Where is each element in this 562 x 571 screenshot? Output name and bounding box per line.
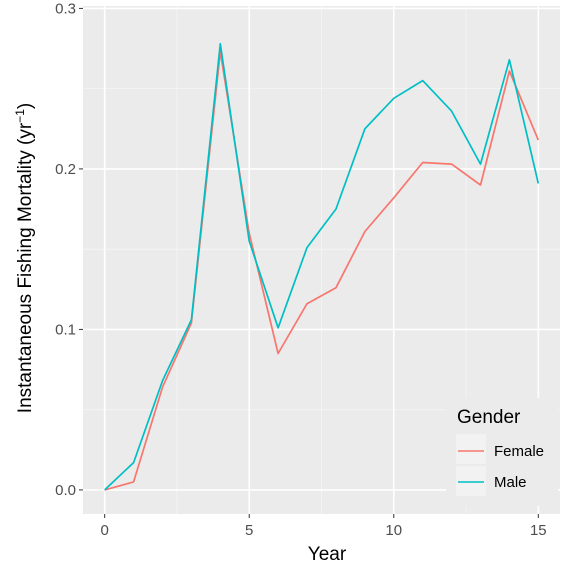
x-tick-label: 10	[385, 522, 402, 539]
legend-label-female: Female	[494, 443, 544, 460]
axes: 0.0 0.1 0.2 0.3 0 5 10 15	[55, 0, 547, 539]
y-tick-label: 0.3	[55, 0, 76, 17]
legend-key-female	[456, 434, 486, 464]
legend-label-male: Male	[494, 474, 527, 491]
y-tick-label: 0.1	[55, 321, 76, 338]
series-line-female	[104, 50, 540, 491]
legend-title: Gender	[457, 407, 521, 428]
y-axis-title: Instantaneous Fishing Mortality (yr−1)	[13, 103, 36, 413]
y-tick-label: 0.0	[55, 482, 76, 499]
x-tick-label: 5	[245, 522, 253, 539]
legend: Gender Female Male	[446, 398, 558, 506]
x-tick-label: 15	[530, 522, 547, 539]
legend-key-male	[456, 466, 486, 496]
series-line-male	[104, 42, 540, 491]
y-axis-title-superscript: −1	[13, 109, 27, 123]
x-tick-label: 0	[101, 522, 109, 539]
x-axis-title: Year	[308, 544, 347, 565]
y-tick-label: 0.2	[55, 161, 76, 178]
y-axis-title-main: Instantaneous Fishing Mortality (yr	[15, 122, 36, 413]
y-axis-title-close: )	[15, 103, 36, 109]
series-lines	[104, 42, 540, 491]
